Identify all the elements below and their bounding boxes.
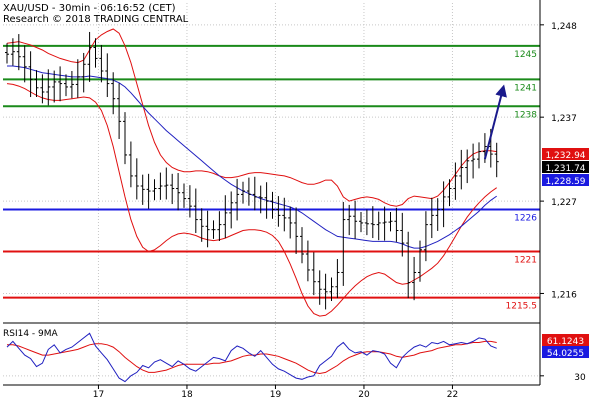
rsi-tag-rsi-bg <box>542 346 589 358</box>
y-tick-label: 1,227 <box>551 198 577 208</box>
price-tag-last-price: 1,231.74 <box>545 164 585 174</box>
bollinger-bands <box>6 28 497 317</box>
level-label: 1238 <box>514 110 537 120</box>
main-grid <box>3 3 540 385</box>
y-tick-label: 1,237 <box>551 114 577 124</box>
copyright-notice: Research © 2018 TRADING CENTRAL <box>3 14 189 25</box>
level-label: 1215.5 <box>506 302 538 312</box>
rsi-y-tick-label: 30 <box>574 373 586 383</box>
moving-average-line <box>7 65 497 249</box>
price-tags: 1,232.94 1,231.74 1,228.59 61.1243 54.0255 <box>542 148 589 359</box>
axes: 1,216 1,227 1,237 1,248 30 17 18 19 20 22 <box>3 0 586 400</box>
x-tick-label: 20 <box>358 390 370 400</box>
rsi-tag-rsi-ma: 61.1243 <box>547 337 584 347</box>
rsi-title: RSI14 - 9MA <box>3 329 59 339</box>
x-tick-label: 19 <box>270 390 282 400</box>
price-tag-last-price-bg <box>542 161 589 173</box>
chart-title: XAU/USD - 30min - 06:16:52 (CET) <box>3 3 176 14</box>
candles-layer <box>5 31 499 310</box>
y-tick-label: 1,216 <box>551 290 577 300</box>
level-label: 1221 <box>514 255 537 265</box>
rsi-layer <box>6 332 497 383</box>
level-label: 1241 <box>514 83 537 93</box>
price-tag-bollinger-lower: 1,228.59 <box>545 177 585 187</box>
x-tick-label: 18 <box>181 390 193 400</box>
level-label: 1226 <box>514 214 537 224</box>
bollinger-lower-line <box>6 83 497 317</box>
price-tag-bollinger-upper: 1,232.94 <box>545 151 585 161</box>
price-tag-bollinger-lower-bg <box>542 174 589 186</box>
rsi-tag-rsi: 54.0255 <box>547 349 584 359</box>
moving-average-layer <box>7 65 497 249</box>
y-tick-label: 1,248 <box>551 22 577 32</box>
price-tag-bollinger-upper-bg <box>542 148 589 160</box>
level-label: 1245 <box>514 50 537 60</box>
rsi-tag-rsi-ma-bg <box>542 334 589 346</box>
bollinger-upper-line <box>6 28 497 207</box>
rsi-line <box>6 332 497 383</box>
arrow-layer <box>483 84 507 160</box>
x-tick-label: 22 <box>447 390 458 400</box>
x-tick-label: 17 <box>93 390 104 400</box>
projection-arrow <box>483 84 507 160</box>
